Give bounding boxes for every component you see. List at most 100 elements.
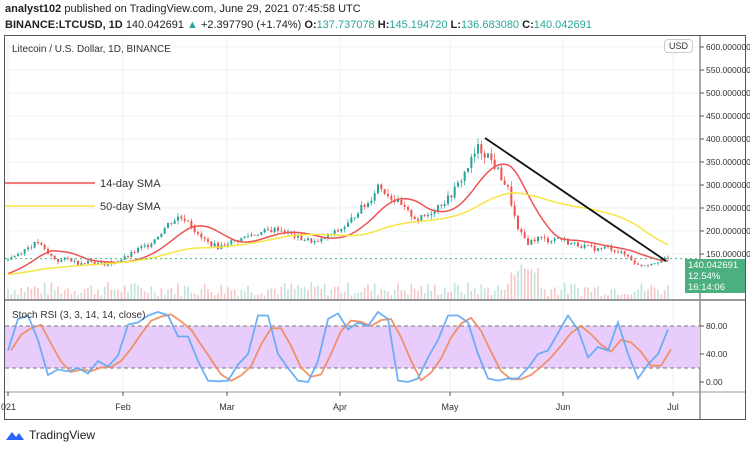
candle-body [227, 244, 229, 246]
candle-body [360, 204, 363, 214]
candle-body [663, 257, 666, 261]
candle-body [67, 257, 69, 259]
volume-bar [237, 295, 239, 299]
candle-body [123, 256, 126, 260]
candle-body [83, 263, 86, 264]
candle-body [13, 255, 16, 258]
candle-body [450, 195, 453, 198]
candle-body [153, 239, 156, 244]
trend-line [484, 137, 667, 262]
volume-bar [130, 283, 133, 299]
candle-body [470, 156, 473, 169]
volume-bar [443, 287, 446, 299]
volume-bar [557, 294, 559, 299]
candle-body [643, 265, 646, 267]
candle-body [250, 234, 253, 236]
volume-bar [27, 286, 29, 299]
volume-bar [620, 294, 623, 299]
volume-bar [47, 294, 49, 299]
candle-body [620, 251, 623, 253]
candle-body [33, 241, 36, 248]
high-label: H: [377, 19, 390, 31]
volume-bar [290, 283, 293, 299]
volume-bar [17, 294, 19, 299]
volume-bar [380, 289, 383, 299]
candle-body [467, 168, 469, 172]
volume-bar [503, 289, 506, 299]
candle-body [27, 247, 29, 250]
volume-bar [320, 288, 323, 299]
volume-bar [427, 283, 429, 299]
candle-body [573, 242, 576, 244]
volume-bar [163, 294, 166, 299]
y-tick-label: 150.000000 [706, 249, 750, 259]
volume-bar [143, 291, 146, 299]
candle-body [247, 235, 249, 237]
volume-bar [223, 293, 226, 299]
volume-bar [363, 287, 366, 299]
volume-bar [563, 282, 566, 299]
volume-bar [597, 286, 599, 299]
volume-bar [267, 289, 269, 299]
volume-bar [277, 294, 279, 299]
volume-bar [500, 289, 503, 299]
candle-body [353, 217, 356, 219]
candle-body [623, 251, 626, 255]
volume-bar [633, 291, 636, 299]
candle-body [240, 237, 243, 242]
volume-bar [513, 275, 516, 299]
author[interactable]: analyst102 [5, 3, 62, 15]
candle-body [277, 227, 279, 231]
candle-body [17, 254, 19, 256]
candle-body [80, 263, 83, 265]
volume-bar [23, 292, 26, 299]
volume-bar [580, 295, 583, 299]
ohlc-info: BINANCE:LTCUSD, 1D 140.042691 ▲ +2.39779… [5, 19, 592, 31]
last-price-value: 140.042691 [688, 260, 739, 271]
volume-bar [250, 292, 253, 299]
volume-bar [167, 289, 169, 299]
candle-body [503, 180, 506, 185]
volume-bar [113, 289, 116, 299]
candle-body [457, 182, 459, 187]
candle-body [453, 186, 456, 198]
volume-bar [270, 288, 273, 299]
candle-body [617, 251, 619, 253]
volume-bar [280, 286, 283, 299]
volume-bar [650, 285, 653, 299]
volume-bar [463, 294, 466, 299]
volume-bar [150, 286, 153, 299]
volume-bar [437, 294, 439, 299]
volume-bar [483, 288, 486, 299]
volume-bar [177, 283, 179, 299]
volume-bar [460, 292, 463, 299]
candle-body [7, 259, 9, 261]
volume-bar [200, 288, 203, 299]
candle-body [197, 231, 199, 234]
volume-bar [230, 290, 233, 299]
volume-bar [157, 295, 159, 299]
open-value: 137.737078 [316, 19, 375, 31]
candle-body [63, 257, 66, 260]
volume-bar [600, 295, 603, 299]
volume-bar [180, 295, 183, 299]
candle-body [430, 213, 433, 216]
candle-body [300, 235, 303, 241]
volume-bar [640, 283, 643, 299]
volume-bar [100, 295, 103, 299]
x-tick-label: May [441, 402, 459, 412]
candle-body [40, 243, 43, 245]
volume-bar [67, 288, 69, 299]
volume-bar [60, 293, 63, 299]
volume-bar [147, 292, 149, 299]
tradingview-logo[interactable]: TradingView [5, 428, 95, 442]
volume-bar [260, 293, 263, 299]
volume-bar [153, 292, 156, 299]
candle-body [533, 239, 536, 242]
currency-badge[interactable]: USD [664, 39, 694, 53]
candle-body [583, 244, 586, 248]
volume-bar [510, 272, 513, 299]
candle-body [273, 227, 276, 233]
high-value: 145.194720 [389, 19, 448, 31]
